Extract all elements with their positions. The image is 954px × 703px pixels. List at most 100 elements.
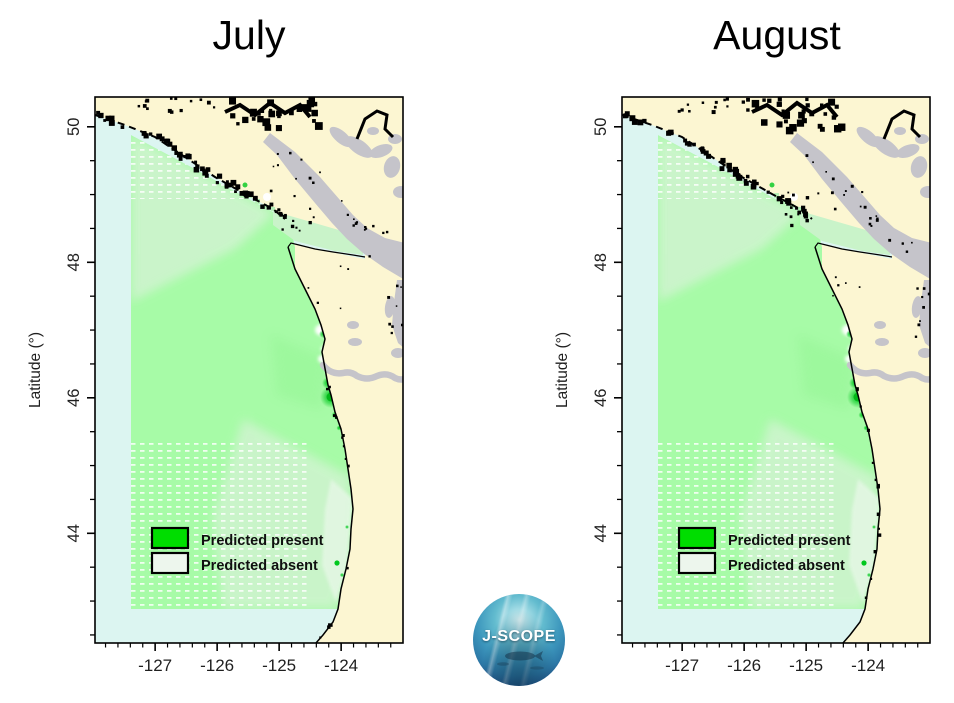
- speckle: [199, 98, 203, 102]
- olympic-north-shore: [814, 242, 893, 258]
- coast-speckle: [111, 122, 115, 125]
- coast-speckle: [352, 224, 355, 227]
- coast-speckle: [795, 206, 799, 210]
- coast-speckle: [859, 405, 862, 408]
- coast-speckle: [193, 166, 200, 173]
- speckle: [137, 104, 141, 108]
- speckle: [914, 335, 918, 338]
- speckle: [831, 115, 837, 120]
- coast-speckle: [629, 115, 636, 122]
- speckle: [680, 108, 684, 112]
- coast-speckle: [200, 166, 205, 172]
- coast-speckle: [203, 171, 208, 176]
- coast-speckle: [874, 478, 878, 482]
- willapa-bay: [348, 338, 362, 346]
- juan-de-fuca-band: [273, 211, 363, 255]
- coast-speckle: [875, 218, 879, 222]
- map-july: Predicted present Predicted absent 50 48 46 4…: [0, 0, 477, 698]
- coast-speckle: [340, 200, 343, 202]
- speckle: [314, 122, 323, 130]
- coastline-path: [287, 246, 354, 643]
- speckle: [292, 219, 295, 223]
- coast-speckle: [120, 125, 125, 129]
- coast-speckle: [866, 428, 870, 432]
- columbia-river: [319, 361, 403, 383]
- bright-green-hotspot: [866, 572, 872, 578]
- coast-speckle: [346, 566, 349, 570]
- speckle: [746, 108, 750, 112]
- coastal-green-dab: [798, 207, 802, 211]
- speckle: [755, 105, 760, 110]
- coastal-green-dab: [271, 207, 275, 211]
- speckle: [298, 229, 301, 232]
- coast-speckle: [176, 151, 183, 158]
- speckle: [300, 104, 308, 111]
- coast-speckle: [803, 214, 809, 219]
- speckle: [269, 189, 273, 193]
- coast-speckle: [743, 180, 749, 186]
- coast-speckle: [869, 217, 872, 220]
- bright-green-hotspot: [345, 525, 349, 529]
- x-tick-label: -124: [324, 656, 358, 675]
- speckle: [828, 98, 836, 106]
- speckle: [395, 305, 398, 307]
- coast-speckle: [870, 577, 873, 580]
- fish-icon: [497, 651, 544, 670]
- coast-speckle: [108, 120, 115, 126]
- speckle: [308, 220, 312, 225]
- y-axis-label: Latitude (°): [554, 332, 571, 408]
- grays-harbor: [347, 321, 359, 329]
- coast-speckle: [733, 168, 740, 175]
- coast-speckle: [911, 241, 913, 244]
- coast-speckle: [863, 205, 867, 209]
- coast-speckle: [735, 174, 740, 179]
- coastal-green-dab: [774, 193, 779, 198]
- speckle: [281, 228, 284, 231]
- coast-speckle: [683, 138, 688, 143]
- speckle: [312, 101, 318, 107]
- coast-speckle: [225, 180, 229, 184]
- coast-speckle: [335, 416, 338, 419]
- speckle: [844, 282, 847, 284]
- coast-speckle: [216, 173, 223, 179]
- speckle: [726, 105, 729, 108]
- legend-present-swatch: [677, 526, 717, 550]
- speckle: [262, 118, 271, 127]
- speckle: [790, 223, 794, 228]
- stray-green-dot: [861, 560, 867, 566]
- coast-speckle: [642, 118, 647, 124]
- legend-absent-label: Predicted absent: [728, 558, 845, 574]
- speckle: [312, 119, 316, 123]
- coast-speckle: [831, 177, 835, 181]
- coast-speckle: [727, 167, 732, 173]
- coast-speckle: [766, 190, 770, 194]
- coast-speckle: [272, 165, 275, 168]
- coast-speckle: [812, 161, 814, 164]
- speckle: [921, 295, 924, 299]
- speckle: [142, 104, 147, 108]
- inland-waters: [263, 126, 403, 358]
- coast-speckle: [239, 190, 245, 196]
- grays-harbor: [874, 321, 886, 329]
- coast-speckle: [141, 130, 147, 136]
- speckle: [725, 97, 729, 101]
- y-tick-label: 48: [65, 253, 83, 271]
- coast-speckle: [871, 461, 874, 464]
- coast-speckle: [825, 170, 827, 173]
- legend: Predicted present Predicted absent: [677, 526, 867, 575]
- speckle: [798, 111, 805, 119]
- coast-speckle: [776, 196, 782, 202]
- speckle: [295, 226, 298, 229]
- logo-text: J-SCOPE: [482, 628, 556, 645]
- coast-speckle: [353, 218, 355, 221]
- speckle: [267, 99, 274, 107]
- speckle: [146, 107, 149, 111]
- coast-speckle: [789, 206, 793, 209]
- coast-speckle: [684, 141, 690, 146]
- speckle: [289, 110, 293, 114]
- coast-speckle: [631, 119, 638, 125]
- x-tick-label: -127: [138, 656, 172, 675]
- coast-speckle: [230, 179, 237, 186]
- x-tick-label: -127: [665, 656, 699, 675]
